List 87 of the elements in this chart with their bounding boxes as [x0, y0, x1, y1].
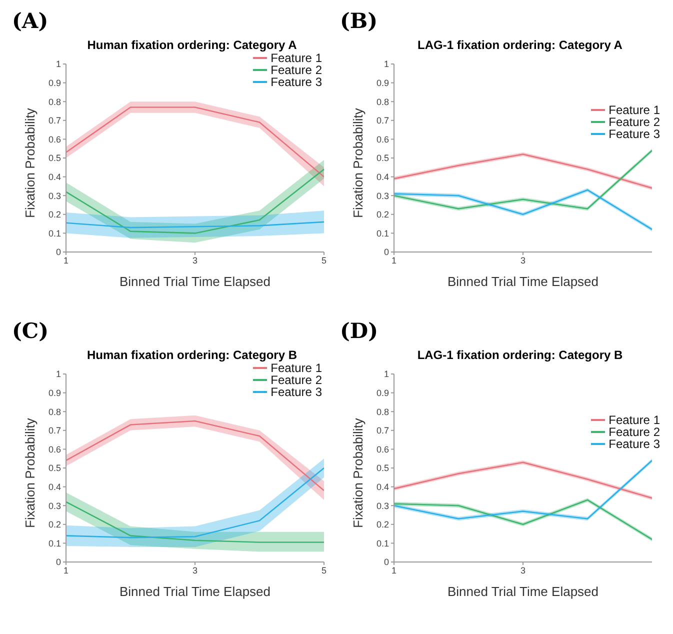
y-tick-label: 0	[384, 247, 389, 258]
x-tick-label: 3	[192, 565, 198, 576]
line-series	[66, 168, 324, 234]
text: (D)	[339, 318, 380, 344]
legend-label: Feature 2	[270, 373, 322, 387]
y-tick-label: 0	[56, 247, 61, 258]
y-tick-label: 0.8	[376, 406, 389, 417]
line-series	[66, 467, 324, 538]
y-tick-label: 0.7	[376, 426, 389, 436]
x-tick-label: 5	[321, 255, 327, 266]
y-tick-label: 1	[384, 369, 389, 380]
legend-label: Feature 1	[608, 413, 660, 427]
text: (B)	[339, 8, 379, 34]
y-tick-label: 0.7	[48, 116, 61, 126]
y-tick-label: 0.6	[48, 134, 61, 144]
y-tick-label: 0.3	[48, 500, 61, 511]
legend-label: Feature 2	[608, 425, 660, 439]
y-tick-label: 0.2	[48, 210, 61, 220]
legend-label: Feature 3	[608, 127, 660, 141]
y-tick-label: 0.9	[376, 78, 389, 88]
y-tick-label: 0.6	[376, 444, 389, 454]
x-axis-title: Binned Trial Time Elapsed	[447, 274, 599, 289]
legend-label: Feature 3	[608, 437, 660, 451]
y-tick-label: 0.2	[376, 210, 389, 220]
y-axis-title: Fixation Probability	[22, 108, 38, 218]
y-tick-label: 0.6	[48, 444, 61, 454]
line-series	[66, 420, 324, 492]
y-tick-label: 1	[56, 59, 61, 70]
text: (C)	[11, 318, 50, 344]
x-tick-label: 1	[391, 255, 397, 266]
y-tick-label: 0.3	[376, 500, 389, 511]
legend-label: Feature 1	[270, 51, 322, 65]
y-tick-label: 0.4	[376, 482, 389, 492]
legend-label: Feature 1	[270, 361, 322, 375]
y-tick-label: 0.6	[376, 134, 389, 144]
y-tick-label: 0.9	[48, 78, 61, 88]
y-axis-title: Fixation Probability	[350, 418, 366, 528]
x-tick-label: 3	[520, 565, 526, 576]
y-tick-label: 0.1	[376, 538, 389, 548]
y-tick-label: 0.4	[376, 172, 389, 182]
chart-title: LAG-1 fixation ordering: Category B	[416, 348, 624, 364]
x-tick-label: 1	[63, 255, 69, 266]
y-tick-label: 0.9	[48, 388, 61, 398]
y-tick-label: 0.5	[48, 463, 61, 474]
y-tick-label: 0.7	[376, 116, 389, 126]
x-tick-label: 3	[520, 255, 526, 266]
legend-label: Feature 2	[608, 115, 660, 129]
y-tick-label: 0	[384, 557, 389, 568]
y-tick-label: 0.5	[376, 153, 389, 164]
y-tick-label: 0	[56, 557, 61, 568]
x-tick-label: 1	[391, 565, 397, 576]
line-series	[66, 501, 324, 543]
y-tick-label: 1	[384, 59, 389, 70]
chart-title: LAG-1 fixation ordering: Category A	[416, 38, 624, 54]
y-tick-label: 0.1	[48, 538, 61, 548]
y-tick-label: 0.4	[48, 482, 61, 492]
x-axis-title: Binned Trial Time Elapsed	[119, 274, 271, 289]
y-tick-label: 0.2	[376, 520, 389, 530]
x-tick-label: 3	[192, 255, 198, 266]
x-tick-label: 5	[321, 565, 327, 576]
y-tick-label: 0.1	[376, 228, 389, 238]
y-tick-label: 0.5	[48, 153, 61, 164]
y-tick-label: 0.2	[48, 520, 61, 530]
y-axis-title: Fixation Probability	[350, 108, 366, 218]
x-axis-title: Binned Trial Time Elapsed	[447, 584, 599, 599]
legend-label: Feature 2	[270, 63, 322, 77]
text: (A)	[11, 8, 50, 34]
y-axis-title: Fixation Probability	[22, 418, 38, 528]
y-tick-label: 0.1	[48, 228, 61, 238]
y-tick-label: 0.8	[48, 406, 61, 417]
legend-label: Feature 3	[270, 385, 322, 399]
chart-title: Human fixation ordering: Category A	[86, 38, 298, 54]
y-tick-label: 0.9	[376, 388, 389, 398]
y-tick-label: 0.7	[48, 426, 61, 436]
y-tick-label: 0.5	[376, 463, 389, 474]
y-tick-label: 0.3	[48, 190, 61, 201]
y-tick-label: 0.8	[48, 96, 61, 107]
x-axis-title: Binned Trial Time Elapsed	[119, 584, 271, 599]
y-tick-label: 1	[56, 369, 61, 380]
y-tick-label: 0.8	[376, 96, 389, 107]
line-series	[66, 106, 324, 178]
x-tick-label: 1	[63, 565, 69, 576]
y-tick-label: 0.3	[376, 190, 389, 201]
chart-title: Human fixation ordering: Category B	[86, 348, 298, 364]
y-tick-label: 0.4	[48, 172, 61, 182]
legend-label: Feature 3	[270, 75, 322, 89]
legend-label: Feature 1	[608, 103, 660, 117]
